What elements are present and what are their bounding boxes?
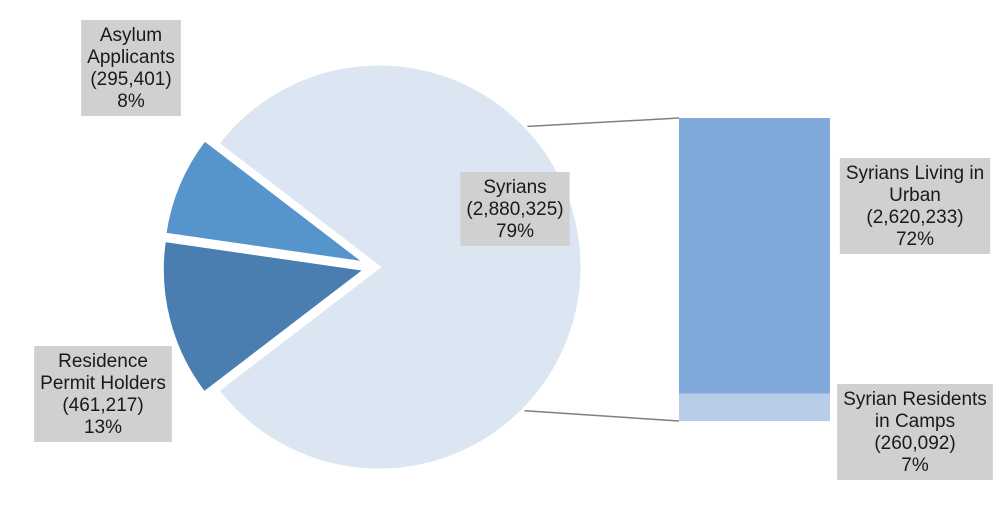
- bar-segment-syrians-living-in-urban-2-620-233-72: [679, 118, 830, 394]
- label-syrians-living-in-urban-line-3: (2,620,233): [866, 207, 963, 228]
- label-syrian-residents-in-camps-line-4: 7%: [901, 455, 929, 476]
- label-asylum-applicants-line-4: 8%: [117, 91, 145, 112]
- label-syrians-living-in-urban-box: [839, 158, 991, 254]
- pie-slice-syrians: [215, 62, 584, 472]
- label-asylum-applicants-line-1: Asylum: [100, 25, 162, 46]
- label-residence-permit-holders-line-3: (461,217): [62, 395, 143, 416]
- pie-slice-residence: [160, 238, 370, 396]
- label-syrians-line-3: 79%: [496, 221, 534, 242]
- label-syrians: Syrians(2,880,325)79%: [460, 172, 570, 246]
- label-syrians-living-in-urban-line-2: Urban: [889, 185, 941, 206]
- pie: [160, 62, 584, 472]
- label-syrians-living-in-urban-line-4: 72%: [896, 229, 934, 250]
- stacked-bar: [679, 118, 830, 421]
- label-syrians-box: [460, 172, 570, 246]
- label-asylum-applicants-box: [81, 20, 181, 116]
- label-residence-permit-holders-line-4: 13%: [84, 417, 122, 438]
- label-syrians-line-2: (2,880,325): [466, 199, 563, 220]
- label-syrian-residents-in-camps-line-2: in Camps: [875, 411, 955, 432]
- pie-slice-asylum: [163, 137, 372, 266]
- label-syrians-living-in-urban-line-1: Syrians Living in: [846, 163, 984, 184]
- label-syrian-residents-in-camps-box: [837, 384, 993, 480]
- label-asylum-applicants-line-3: (295,401): [90, 69, 171, 90]
- label-residence-permit-holders-line-2: Permit Holders: [40, 373, 166, 394]
- label-asylum-applicants-line-2: Applicants: [87, 47, 175, 68]
- bar-segment-syrian-residents-in-camps-260-092-7: [679, 393, 830, 421]
- label-residence-permit-holders-box: [34, 346, 172, 442]
- label-residence-permit-holders-line-1: Residence: [58, 351, 148, 372]
- label-syrians-line-1: Syrians: [483, 177, 546, 198]
- label-syrian-residents-in-camps-line-3: (260,092): [874, 433, 955, 454]
- label-syrian-residents-in-camps-line-1: Syrian Residents: [843, 389, 987, 410]
